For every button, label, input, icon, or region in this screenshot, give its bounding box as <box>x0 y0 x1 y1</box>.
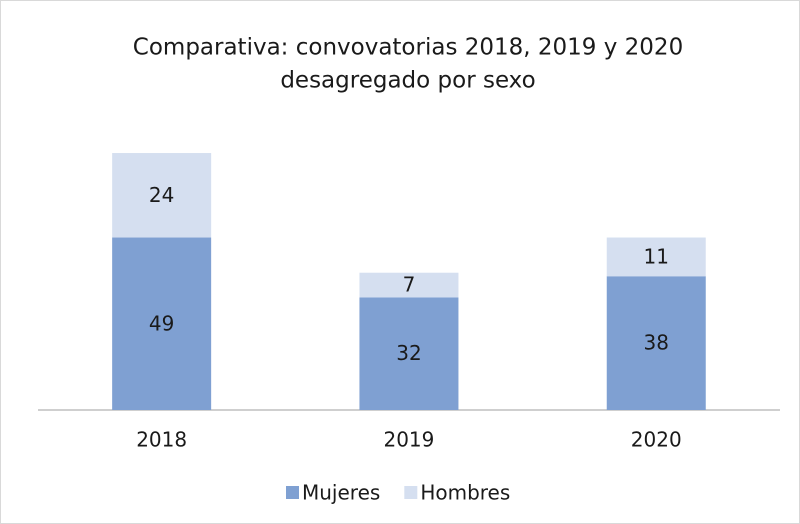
data-label: 7 <box>403 273 416 297</box>
legend-label: Mujeres <box>302 481 380 505</box>
x-tick-label: 2020 <box>631 428 682 452</box>
legend-swatch <box>404 486 418 499</box>
chart-title: desagregado por sexo <box>280 68 535 94</box>
data-label: 49 <box>149 311 174 335</box>
legend-label: Hombres <box>420 481 510 505</box>
legend-swatch <box>286 486 299 499</box>
x-tick-label: 2018 <box>136 428 187 452</box>
bar-segment <box>606 276 706 410</box>
bar-segment <box>606 237 706 277</box>
data-label: 38 <box>644 331 669 355</box>
bar-segment <box>359 272 459 298</box>
bar-segment <box>359 297 459 410</box>
data-label: 32 <box>396 341 421 365</box>
chart-title: Comparativa: convovatorias 2018, 2019 y … <box>133 35 683 61</box>
bar-segment <box>112 237 212 410</box>
x-tick-label: 2019 <box>383 428 434 452</box>
bar-segment <box>112 153 212 238</box>
data-label: 11 <box>644 244 669 268</box>
data-label: 24 <box>149 183 174 207</box>
